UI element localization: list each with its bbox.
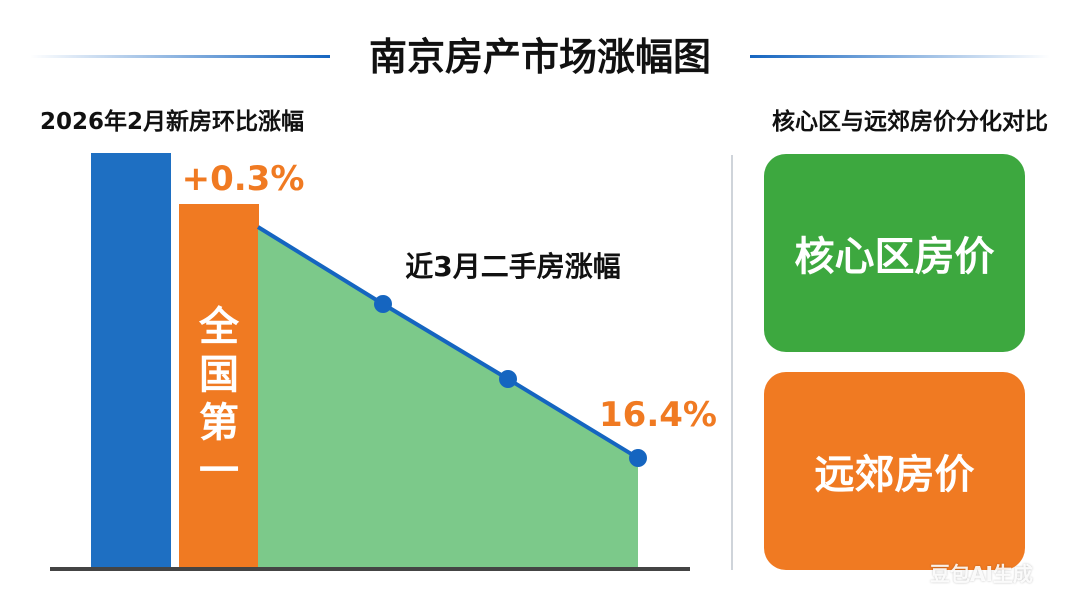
- data-point-2: [374, 295, 392, 313]
- card-core-price-label: 核心区房价: [794, 234, 995, 280]
- left-chart-subtitle: 2026年2月新房环比涨幅: [40, 109, 305, 135]
- growth-chart: +0.3% 全国第一 近3月二手房涨幅 16.4%: [50, 153, 717, 571]
- bar-national: [91, 153, 171, 568]
- data-point-3: [499, 370, 517, 388]
- page-title: 南京房产市场涨幅图: [368, 35, 711, 79]
- card-suburb-price-label: 远郊房价: [814, 452, 975, 498]
- data-point-4: [629, 449, 647, 467]
- right-panel-subtitle: 核心区与远郊房价分化对比: [772, 109, 1048, 135]
- title-decor-line-left: [30, 55, 330, 58]
- card-core-price: 核心区房价: [764, 154, 1025, 352]
- panel-divider: [731, 155, 733, 570]
- bar-inner-label: 全国第一: [198, 304, 240, 494]
- area-second-hand-growth: [258, 227, 638, 568]
- bar-nanjing: [179, 204, 259, 568]
- area-series-title: 近3月二手房涨幅: [405, 250, 620, 283]
- bar-value-label: +0.3%: [182, 159, 305, 199]
- watermark: 豆包AI生成: [930, 562, 1033, 586]
- card-suburb-price: 远郊房价: [764, 372, 1025, 570]
- series-line-second-hand: [256, 225, 640, 460]
- end-point-value-label: 16.4%: [599, 395, 717, 435]
- title-decor-line-right: [750, 55, 1050, 58]
